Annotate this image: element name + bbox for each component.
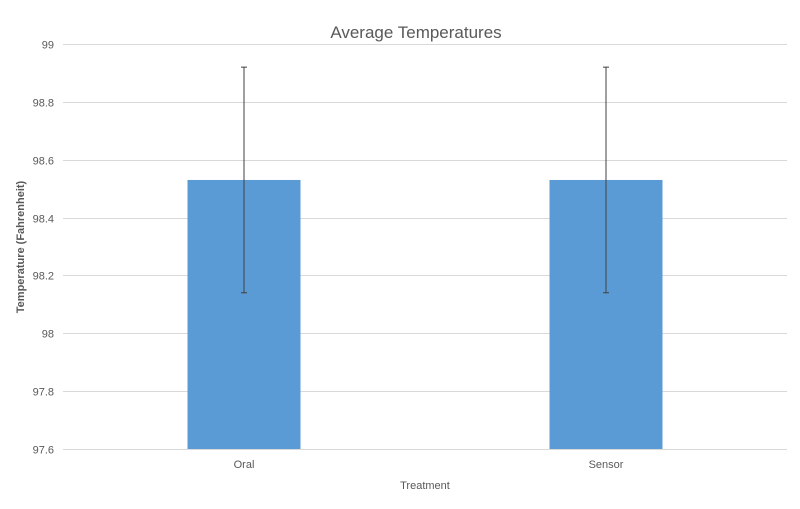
y-tick-label: 98.2 — [33, 271, 54, 283]
y-tick-labels: 97.6 97.8 98 98.2 98.4 98.6 98.8 99 — [33, 40, 54, 457]
y-tick-label: 99 — [42, 40, 54, 52]
gridlines — [63, 44, 787, 450]
chart-title: Average Temperatures — [330, 23, 501, 42]
x-tick-labels: Oral Sensor — [234, 459, 624, 471]
x-tick-label: Oral — [234, 459, 255, 471]
error-bars — [241, 66, 609, 294]
x-tick-label: Sensor — [589, 459, 624, 471]
y-tick-label: 98.8 — [33, 98, 54, 110]
y-tick-label: 97.8 — [33, 387, 54, 399]
y-axis-label: Temperature (Fahrenheit) — [15, 180, 27, 313]
y-tick-label: 98.6 — [33, 156, 54, 168]
bars — [187, 179, 663, 449]
x-axis-label: Treatment — [400, 480, 450, 492]
y-tick-label: 98.4 — [33, 214, 54, 226]
y-tick-label: 98 — [42, 329, 54, 341]
y-tick-label: 97.6 — [33, 445, 54, 457]
